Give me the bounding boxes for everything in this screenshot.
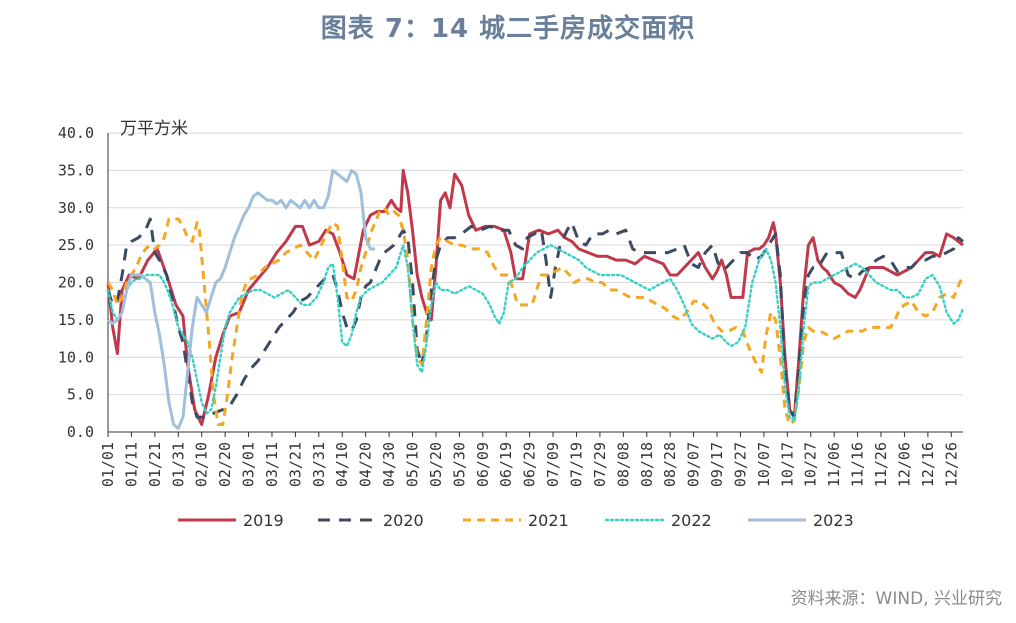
- x-tick-label: 12/16: [919, 442, 937, 487]
- x-tick-label: 03/31: [310, 442, 328, 487]
- y-axis-unit-label: 万平方米: [120, 119, 188, 139]
- x-tick-label: 10/27: [802, 442, 820, 487]
- x-tick-label: 03/11: [263, 442, 281, 487]
- x-tick-label: 12/06: [895, 442, 913, 487]
- x-tick-label: 02/20: [216, 442, 234, 487]
- x-tick-label: 01/11: [122, 442, 140, 487]
- x-tick-label: 04/30: [380, 442, 398, 487]
- legend-label-2021: 2021: [528, 511, 569, 530]
- x-tick-label: 08/28: [661, 442, 679, 487]
- legend-label-2022: 2022: [671, 511, 712, 530]
- x-tick-label: 09/27: [731, 442, 749, 487]
- series-line-2023: [107, 168, 375, 430]
- y-tick-label: 40.0: [58, 124, 94, 142]
- x-tick-label: 11/16: [849, 442, 867, 487]
- x-tick-label: 09/07: [685, 442, 703, 487]
- x-tick-label: 02/10: [193, 442, 211, 487]
- x-tick-label: 06/29: [521, 442, 539, 487]
- x-tick-label: 12/26: [942, 442, 960, 487]
- y-tick-label: 0.0: [67, 423, 94, 441]
- x-tick-label: 09/17: [708, 442, 726, 487]
- x-tick-label: 01/31: [169, 442, 187, 487]
- x-tick-label: 08/18: [638, 442, 656, 487]
- y-tick-label: 5.0: [67, 386, 94, 404]
- legend-label-2023: 2023: [813, 511, 854, 530]
- x-tick-label: 10/07: [755, 442, 773, 487]
- x-axis: 01/01 01/11 01/21 01/31 02/10 02/20 03/01 03/11…: [99, 431, 963, 487]
- y-tick-label: 35.0: [58, 161, 94, 179]
- x-tick-label: 01/21: [146, 442, 164, 487]
- x-tick-label: 08/08: [614, 442, 632, 487]
- x-tick-label: 06/09: [474, 442, 492, 487]
- x-tick-label: 04/10: [333, 442, 351, 487]
- x-tick-label: 07/19: [567, 442, 585, 487]
- x-tick-label: 03/21: [286, 442, 304, 487]
- series-line-2022: [106, 243, 965, 422]
- series-line-2019: [106, 168, 964, 426]
- y-tick-label: 10.0: [58, 348, 94, 366]
- legend-label-2019: 2019: [243, 511, 284, 530]
- x-tick-label: 05/30: [450, 442, 468, 487]
- x-tick-label: 07/29: [591, 442, 609, 487]
- series-layer: [106, 168, 965, 430]
- series-line-2020: [106, 217, 964, 419]
- chart-title: 图表 7：14 城二手房成交面积: [320, 14, 696, 44]
- legend-label-2020: 2020: [383, 511, 424, 530]
- y-tick-label: 25.0: [58, 236, 94, 254]
- y-tick-label: 20.0: [58, 274, 94, 292]
- x-tick-label: 10/17: [778, 442, 796, 487]
- x-tick-label: 05/20: [427, 442, 445, 487]
- x-tick-label: 06/19: [497, 442, 515, 487]
- x-tick-label: 11/26: [872, 442, 890, 487]
- x-tick-label: 07/09: [544, 442, 562, 487]
- x-tick-label: 05/10: [404, 442, 422, 487]
- source-note: 资料来源：WIND, 兴业研究: [790, 589, 1002, 609]
- x-tick-label: 01/01: [99, 442, 117, 487]
- x-tick-label: 03/01: [240, 442, 258, 487]
- y-tick-label: 30.0: [58, 199, 94, 217]
- series-line-2021: [106, 206, 965, 426]
- y-tick-label: 15.0: [58, 311, 94, 329]
- x-tick-label: 11/06: [825, 442, 843, 487]
- legend: 2019 2020 2021 2022 2023: [178, 511, 854, 530]
- x-tick-label: 04/20: [357, 442, 375, 487]
- y-axis: 0.0 5.0 10.0 15.0 20.0 25.0 30.0 35.0 40.0: [58, 124, 109, 441]
